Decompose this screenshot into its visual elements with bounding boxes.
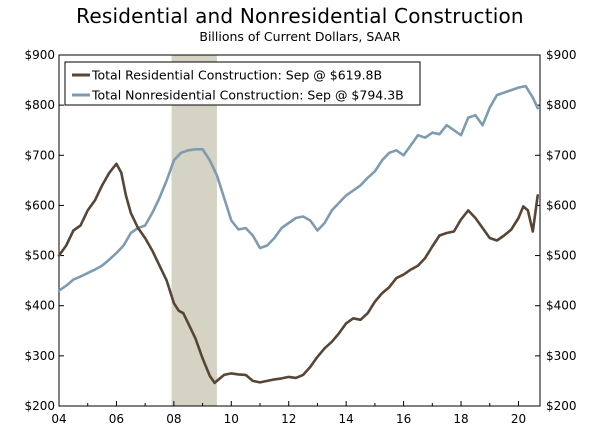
y-tick-label-right: $300 bbox=[546, 349, 577, 363]
plot-area-frame bbox=[58, 54, 541, 407]
series-line bbox=[57, 84, 540, 293]
y-tick-label-left: $400 bbox=[24, 299, 55, 313]
legend: Total Residential Construction: Sep @ $6… bbox=[64, 61, 421, 106]
legend-label: Total Residential Construction: Sep @ $6… bbox=[91, 68, 382, 83]
y-tick-label-right: $600 bbox=[546, 198, 577, 212]
y-tick-label-left: $700 bbox=[24, 148, 55, 162]
y-tick-label-left: $600 bbox=[24, 198, 55, 212]
x-tick-label: 20 bbox=[511, 412, 526, 426]
y-tick-label-left: $300 bbox=[24, 349, 55, 363]
x-tick-label: 06 bbox=[109, 412, 124, 426]
y-tick-label-right: $900 bbox=[546, 48, 577, 62]
y-tick-label-left: $900 bbox=[24, 48, 55, 62]
chart-subtitle: Billions of Current Dollars, SAAR bbox=[199, 29, 401, 44]
y-tick-label-left: $500 bbox=[24, 249, 55, 263]
y-tick-label-right: $500 bbox=[546, 249, 577, 263]
x-tick-label: 14 bbox=[339, 412, 354, 426]
legend-label: Total Nonresidential Construction: Sep @… bbox=[91, 88, 404, 103]
y-tick-label-right: $800 bbox=[546, 98, 577, 112]
series-line bbox=[57, 162, 540, 385]
y-tick-label-right: $700 bbox=[546, 148, 577, 162]
recession-shading bbox=[171, 55, 217, 406]
x-tick-label: 16 bbox=[396, 412, 411, 426]
x-tick-label: 12 bbox=[281, 412, 296, 426]
legend-box bbox=[64, 61, 421, 106]
x-tick-label: 18 bbox=[453, 412, 468, 426]
x-tick-label: 10 bbox=[224, 412, 239, 426]
y-tick-label-left: $200 bbox=[24, 399, 55, 413]
y-tick-label-left: $800 bbox=[24, 98, 55, 112]
y-tick-label-right: $400 bbox=[546, 299, 577, 313]
chart-title: Residential and Nonresidential Construct… bbox=[76, 4, 524, 28]
x-tick-label: 08 bbox=[166, 412, 181, 426]
x-tick-label: 04 bbox=[51, 412, 66, 426]
y-tick-label-right: $200 bbox=[546, 399, 577, 413]
